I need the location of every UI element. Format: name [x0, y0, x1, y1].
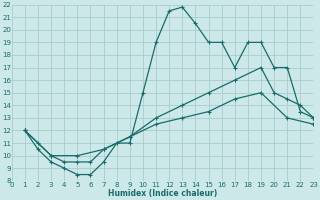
- X-axis label: Humidex (Indice chaleur): Humidex (Indice chaleur): [108, 189, 217, 198]
